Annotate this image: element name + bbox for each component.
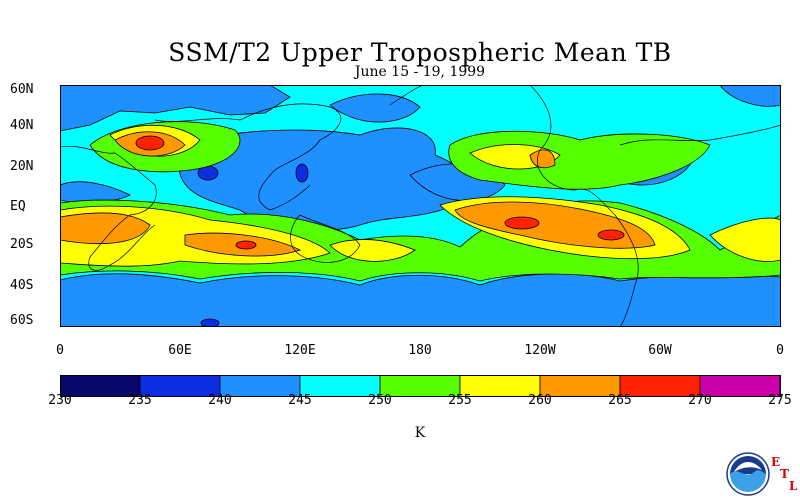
- colorbar-tick-255: 255: [448, 393, 472, 408]
- lon-label-120w: 120W: [524, 343, 556, 358]
- lat-label-20s: 20S: [10, 237, 34, 252]
- map-frame: [60, 85, 781, 327]
- coastlines: [60, 85, 781, 327]
- etl-letter-e: E: [771, 455, 781, 469]
- lon-label-60e: 60E: [168, 343, 192, 358]
- contour-265-270: [135, 135, 625, 250]
- lon-label-120e: 120E: [284, 343, 316, 358]
- lat-label-40s: 40S: [10, 278, 34, 293]
- map-subtitle: June 15 - 19, 1999: [354, 64, 486, 80]
- colorbar-tick-275: 275: [768, 393, 792, 408]
- lat-label-eq: EQ: [10, 199, 26, 214]
- temperature-map: [60, 85, 781, 327]
- colorbar-tick-270: 270: [688, 393, 712, 408]
- lat-label-40n: 40N: [10, 118, 34, 133]
- etl-letter-t: T: [780, 467, 789, 481]
- colorbar-tick-230: 230: [48, 393, 72, 408]
- colorbar-tick-245: 245: [288, 393, 312, 408]
- map-title: SSM/T2 Upper Tropospheric Mean TB: [168, 38, 672, 67]
- lon-label-0: 0: [56, 343, 64, 358]
- lon-label-0-end: 0: [776, 343, 784, 358]
- colorbar-boxes: [60, 375, 781, 397]
- colorbar-tick-240: 240: [208, 393, 232, 408]
- colorbar-tick-265: 265: [608, 393, 632, 408]
- colorbar-unit: K: [414, 425, 426, 441]
- noaa-logo: [726, 452, 770, 496]
- colorbar-tick-235: 235: [128, 393, 152, 408]
- etl-letter-l: L: [789, 479, 798, 493]
- lat-label-20n: 20N: [10, 159, 34, 174]
- colorbar: [60, 375, 781, 397]
- lon-label-60w: 60W: [648, 343, 672, 358]
- colorbar-tick-250: 250: [368, 393, 392, 408]
- lat-label-60s: 60S: [10, 313, 34, 328]
- lat-label-60n: 60N: [10, 82, 34, 97]
- lon-label-180: 180: [408, 343, 432, 358]
- colorbar-tick-260: 260: [528, 393, 552, 408]
